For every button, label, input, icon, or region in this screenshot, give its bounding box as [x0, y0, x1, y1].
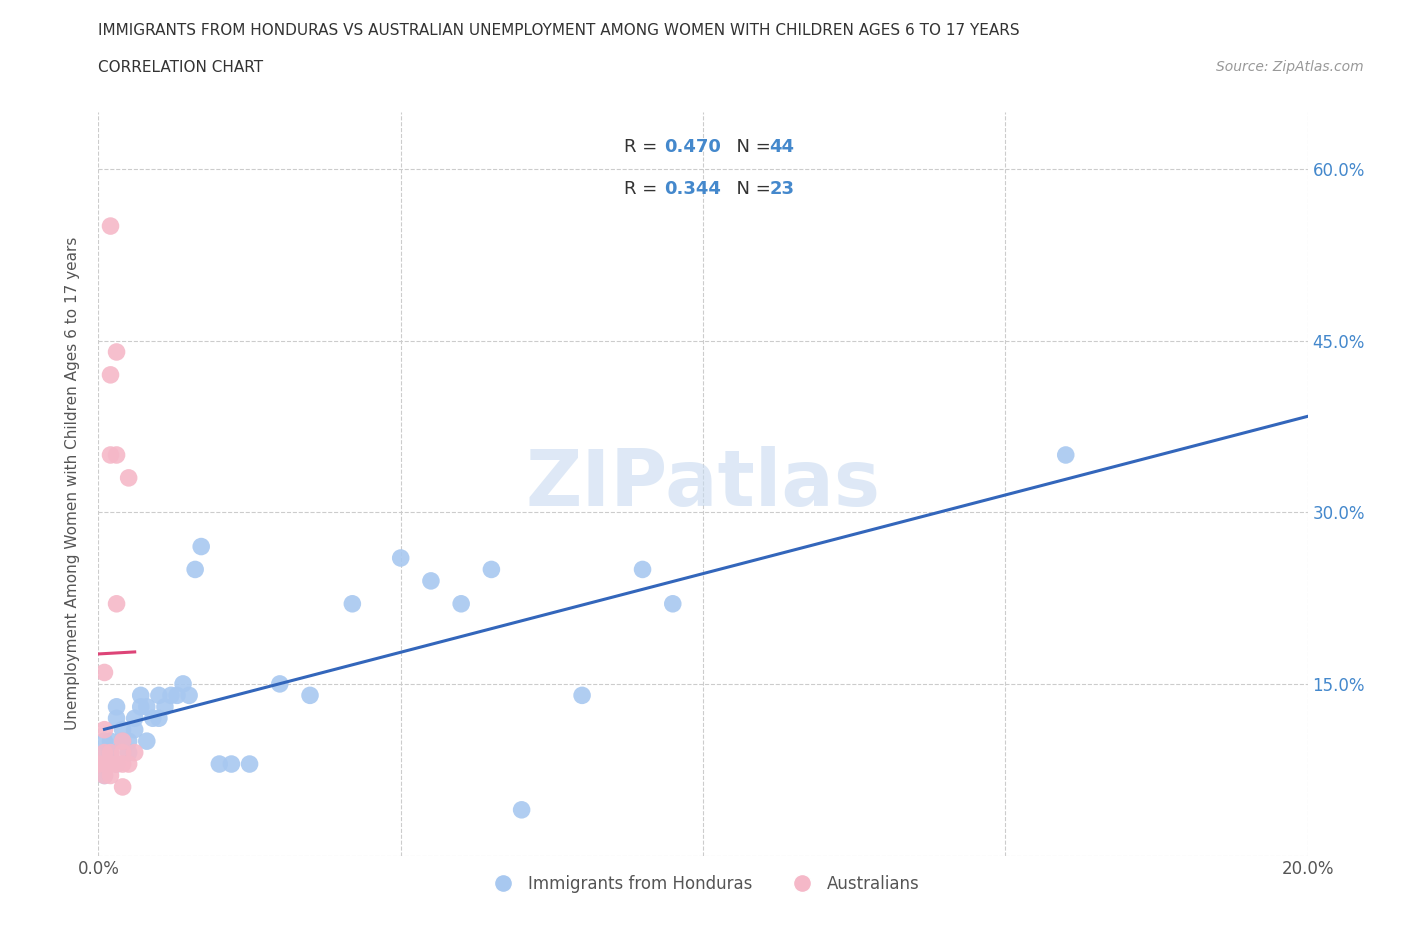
- Point: [93, 723, 115, 737]
- Point: [111, 779, 134, 794]
- Point: [100, 745, 122, 760]
- Point: [111, 734, 134, 749]
- Point: [100, 768, 122, 783]
- Point: [631, 562, 654, 577]
- Point: [100, 367, 122, 382]
- Point: [179, 688, 201, 703]
- Point: [100, 734, 122, 749]
- Point: [111, 757, 134, 772]
- Point: [153, 699, 176, 714]
- Point: [420, 574, 443, 589]
- Point: [124, 745, 146, 760]
- Point: [166, 688, 188, 703]
- Point: [148, 688, 170, 703]
- Point: [93, 745, 115, 760]
- Text: N =: N =: [724, 138, 776, 155]
- Point: [190, 539, 212, 554]
- Point: [105, 596, 128, 611]
- Point: [105, 757, 128, 772]
- Point: [129, 688, 152, 703]
- Text: 23: 23: [769, 180, 794, 198]
- Point: [208, 757, 231, 772]
- Point: [124, 711, 146, 725]
- Point: [100, 447, 122, 462]
- Point: [299, 688, 322, 703]
- Point: [105, 699, 128, 714]
- Point: [93, 745, 115, 760]
- Text: 0.344: 0.344: [664, 180, 721, 198]
- Point: [111, 745, 134, 760]
- Point: [87, 757, 110, 772]
- Point: [111, 734, 134, 749]
- Point: [118, 757, 141, 772]
- Point: [93, 665, 115, 680]
- Text: Source: ZipAtlas.com: Source: ZipAtlas.com: [1216, 60, 1364, 74]
- Point: [269, 676, 291, 691]
- Legend: Immigrants from Honduras, Australians: Immigrants from Honduras, Australians: [479, 868, 927, 899]
- Point: [1054, 447, 1077, 462]
- Point: [118, 734, 141, 749]
- Point: [100, 219, 122, 233]
- Point: [389, 551, 412, 565]
- Y-axis label: Unemployment Among Women with Children Ages 6 to 17 years: Unemployment Among Women with Children A…: [65, 237, 80, 730]
- Point: [450, 596, 472, 611]
- Text: CORRELATION CHART: CORRELATION CHART: [98, 60, 263, 75]
- Point: [342, 596, 364, 611]
- Point: [510, 803, 533, 817]
- Point: [105, 757, 128, 772]
- Point: [129, 699, 152, 714]
- Text: R =: R =: [624, 180, 664, 198]
- Text: IMMIGRANTS FROM HONDURAS VS AUSTRALIAN UNEMPLOYMENT AMONG WOMEN WITH CHILDREN AG: IMMIGRANTS FROM HONDURAS VS AUSTRALIAN U…: [98, 23, 1019, 38]
- Text: 44: 44: [769, 138, 794, 155]
- Text: N =: N =: [724, 180, 776, 198]
- Point: [100, 757, 122, 772]
- Point: [142, 711, 165, 725]
- Point: [124, 723, 146, 737]
- Point: [481, 562, 503, 577]
- Point: [105, 344, 128, 359]
- Point: [93, 734, 115, 749]
- Point: [93, 757, 115, 772]
- Point: [93, 768, 115, 783]
- Point: [239, 757, 262, 772]
- Point: [160, 688, 183, 703]
- Point: [118, 745, 141, 760]
- Point: [571, 688, 593, 703]
- Point: [184, 562, 207, 577]
- Point: [93, 757, 115, 772]
- Point: [105, 447, 128, 462]
- Point: [118, 471, 141, 485]
- Point: [135, 734, 157, 749]
- Point: [172, 676, 194, 691]
- Point: [221, 757, 243, 772]
- Text: ZIPatlas: ZIPatlas: [526, 445, 880, 522]
- Point: [148, 711, 170, 725]
- Point: [93, 768, 115, 783]
- Point: [111, 723, 134, 737]
- Text: 0.470: 0.470: [664, 138, 721, 155]
- Point: [135, 699, 157, 714]
- Point: [661, 596, 683, 611]
- Point: [100, 745, 122, 760]
- Point: [105, 711, 128, 725]
- Text: R =: R =: [624, 138, 664, 155]
